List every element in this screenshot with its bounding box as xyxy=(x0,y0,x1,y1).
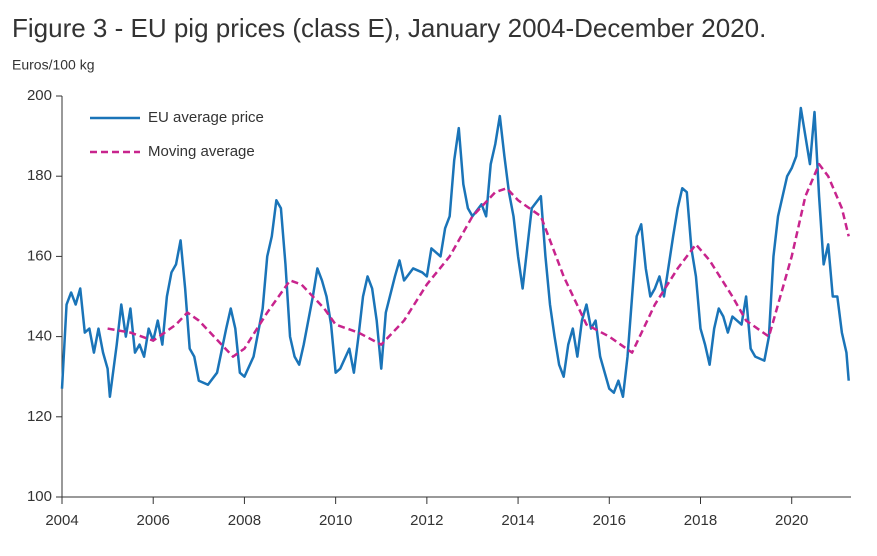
x-tick-label: 2016 xyxy=(593,512,626,529)
y-tick-label: 200 xyxy=(27,87,52,104)
y-tick-label: 180 xyxy=(27,167,52,184)
y-tick-label: 140 xyxy=(27,328,52,345)
series-line xyxy=(107,162,850,358)
chart-title: Figure 3 - EU pig prices (class E), Janu… xyxy=(12,13,766,43)
y-tick-label: 100 xyxy=(27,488,52,505)
x-tick-label: 2010 xyxy=(319,512,352,529)
x-tick-label: 2006 xyxy=(137,512,170,529)
x-tick-label: 2008 xyxy=(228,512,261,529)
legend-label: Moving average xyxy=(148,143,255,160)
x-tick-label: 2012 xyxy=(410,512,443,529)
legend-label: EU average price xyxy=(148,109,264,126)
x-tick-label: 2018 xyxy=(684,512,717,529)
y-axis-label: Euros/100 kg xyxy=(12,57,95,73)
y-tick-label: 120 xyxy=(27,408,52,425)
x-tick-label: 2020 xyxy=(775,512,808,529)
series-line xyxy=(60,106,850,398)
x-tick-label: 2014 xyxy=(501,512,534,529)
y-tick-label: 160 xyxy=(27,247,52,264)
x-tick-label: 2004 xyxy=(45,512,78,529)
